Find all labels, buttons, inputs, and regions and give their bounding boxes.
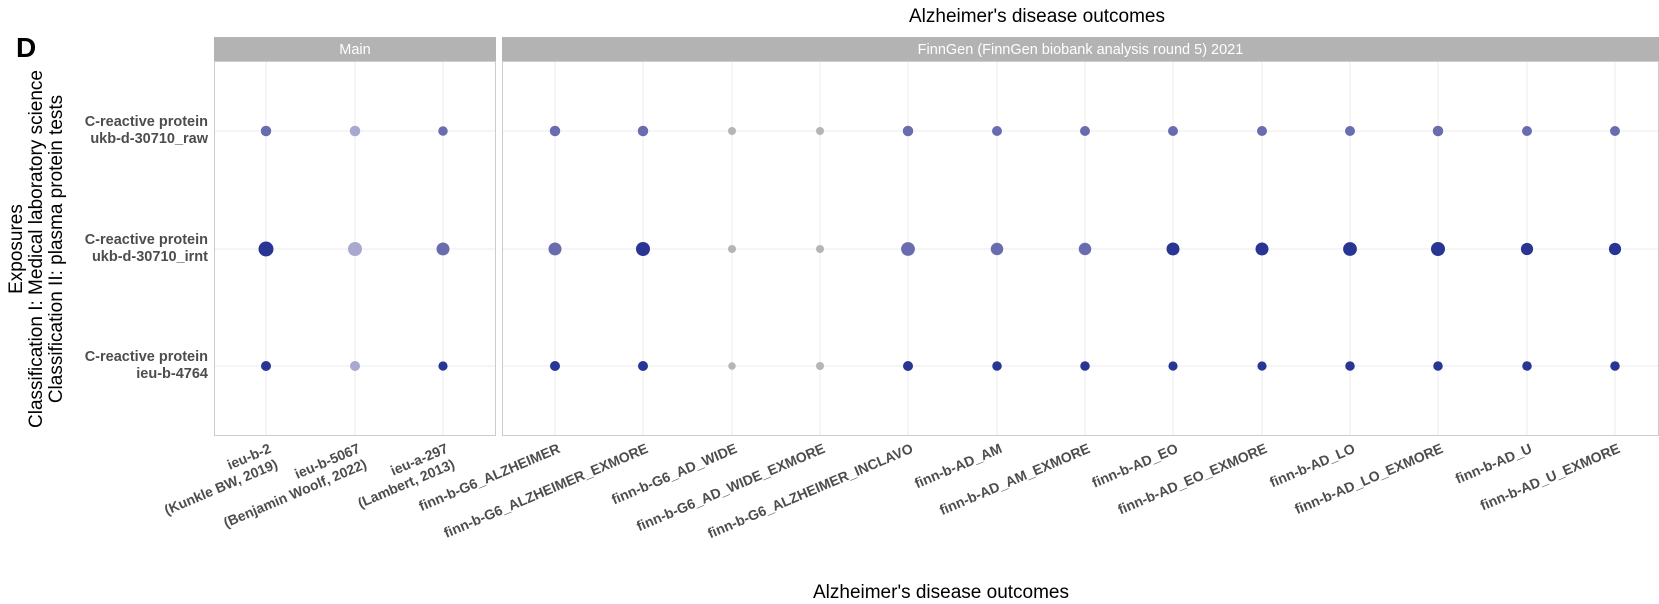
data-point bbox=[349, 125, 361, 137]
data-point bbox=[1345, 361, 1355, 371]
data-point bbox=[350, 361, 360, 371]
facet-panels: Main FinnGen (FinnGen biobank analysis ro… bbox=[214, 37, 1659, 436]
data-point bbox=[258, 241, 274, 257]
data-point bbox=[438, 361, 448, 371]
data-point bbox=[260, 125, 272, 137]
data-point bbox=[1080, 126, 1090, 136]
facet-strip bbox=[214, 37, 496, 61]
y-tick-label: C-reactive protein ukb-d-30710_irnt bbox=[85, 232, 208, 265]
data-point bbox=[438, 126, 448, 136]
data-point bbox=[1078, 242, 1092, 256]
data-point bbox=[1168, 361, 1178, 371]
data-point bbox=[728, 127, 736, 135]
data-point bbox=[1610, 126, 1620, 136]
data-point bbox=[636, 242, 650, 256]
panel-label: D bbox=[16, 32, 36, 63]
facet-strip-label: FinnGen (FinnGen biobank analysis round … bbox=[918, 42, 1244, 58]
y-tick-label: C-reactive protein ukb-d-30710_raw bbox=[85, 114, 209, 147]
data-point bbox=[550, 361, 560, 371]
y-axis-title: Exposures Classification I: Medical labor… bbox=[6, 70, 67, 428]
x-tick-labels: ieu-b-2(Kunkle BW, 2019) ieu-b-5067(Benja… bbox=[162, 440, 1622, 541]
data-points bbox=[258, 125, 1622, 371]
data-point bbox=[436, 242, 450, 256]
data-point bbox=[638, 361, 648, 371]
data-point bbox=[1166, 242, 1180, 256]
x-tick-label: finn-b-AD_LO_EXMORE bbox=[1292, 440, 1445, 517]
data-point bbox=[261, 361, 271, 371]
facet-panel-2: FinnGen (FinnGen biobank analysis round … bbox=[502, 37, 1659, 436]
x-tick-label: finn-b-AD_EO_EXMORE bbox=[1115, 440, 1269, 517]
data-point bbox=[1522, 126, 1532, 136]
data-point bbox=[549, 125, 561, 137]
panel-border bbox=[214, 61, 496, 436]
y-tick-labels: C-reactive protein ukb-d-30710_raw C-react… bbox=[85, 114, 209, 382]
data-point bbox=[728, 245, 736, 253]
facet-strip-label: Main bbox=[339, 42, 370, 58]
data-point bbox=[901, 242, 915, 256]
facet-panel-1: Main bbox=[214, 37, 496, 436]
data-point bbox=[1345, 126, 1355, 136]
data-point bbox=[637, 125, 649, 137]
data-point bbox=[1432, 125, 1444, 137]
x-axis-title: Alzheimer's disease outcomes bbox=[813, 582, 1069, 603]
y-axis-title-line: Classification II: plasma protein tests bbox=[46, 95, 67, 403]
data-point bbox=[1520, 242, 1534, 256]
data-point bbox=[816, 127, 824, 135]
data-point bbox=[1080, 361, 1090, 371]
data-point bbox=[728, 362, 736, 370]
data-point bbox=[1168, 126, 1178, 136]
x-tick-label: finn-b-AD_AM_EXMORE bbox=[937, 440, 1092, 518]
data-point bbox=[1257, 361, 1267, 371]
data-point bbox=[992, 361, 1002, 371]
data-point bbox=[816, 245, 824, 253]
y-axis-title-line: Classification I: Medical laboratory sci… bbox=[26, 70, 47, 428]
data-point bbox=[1431, 242, 1445, 256]
data-point bbox=[990, 242, 1004, 256]
facet-strip bbox=[502, 37, 1659, 61]
data-point bbox=[1343, 242, 1357, 256]
data-point bbox=[992, 126, 1002, 136]
data-point bbox=[1255, 242, 1269, 256]
x-tick-label: finn-b-AD_U_EXMORE bbox=[1478, 440, 1622, 513]
data-point bbox=[1433, 361, 1443, 371]
data-point bbox=[903, 361, 913, 371]
data-point bbox=[1257, 126, 1267, 136]
data-point bbox=[548, 242, 562, 256]
y-tick-label: C-reactive protein ieu-b-4764 bbox=[85, 349, 208, 382]
data-point bbox=[1610, 361, 1620, 371]
data-point bbox=[816, 362, 824, 370]
data-point bbox=[1522, 361, 1532, 371]
chart-title: Alzheimer's disease outcomes bbox=[909, 6, 1165, 27]
data-point bbox=[902, 125, 914, 137]
data-point bbox=[348, 242, 362, 256]
y-axis-title-line: Exposures bbox=[6, 204, 27, 294]
data-point bbox=[1608, 242, 1622, 256]
